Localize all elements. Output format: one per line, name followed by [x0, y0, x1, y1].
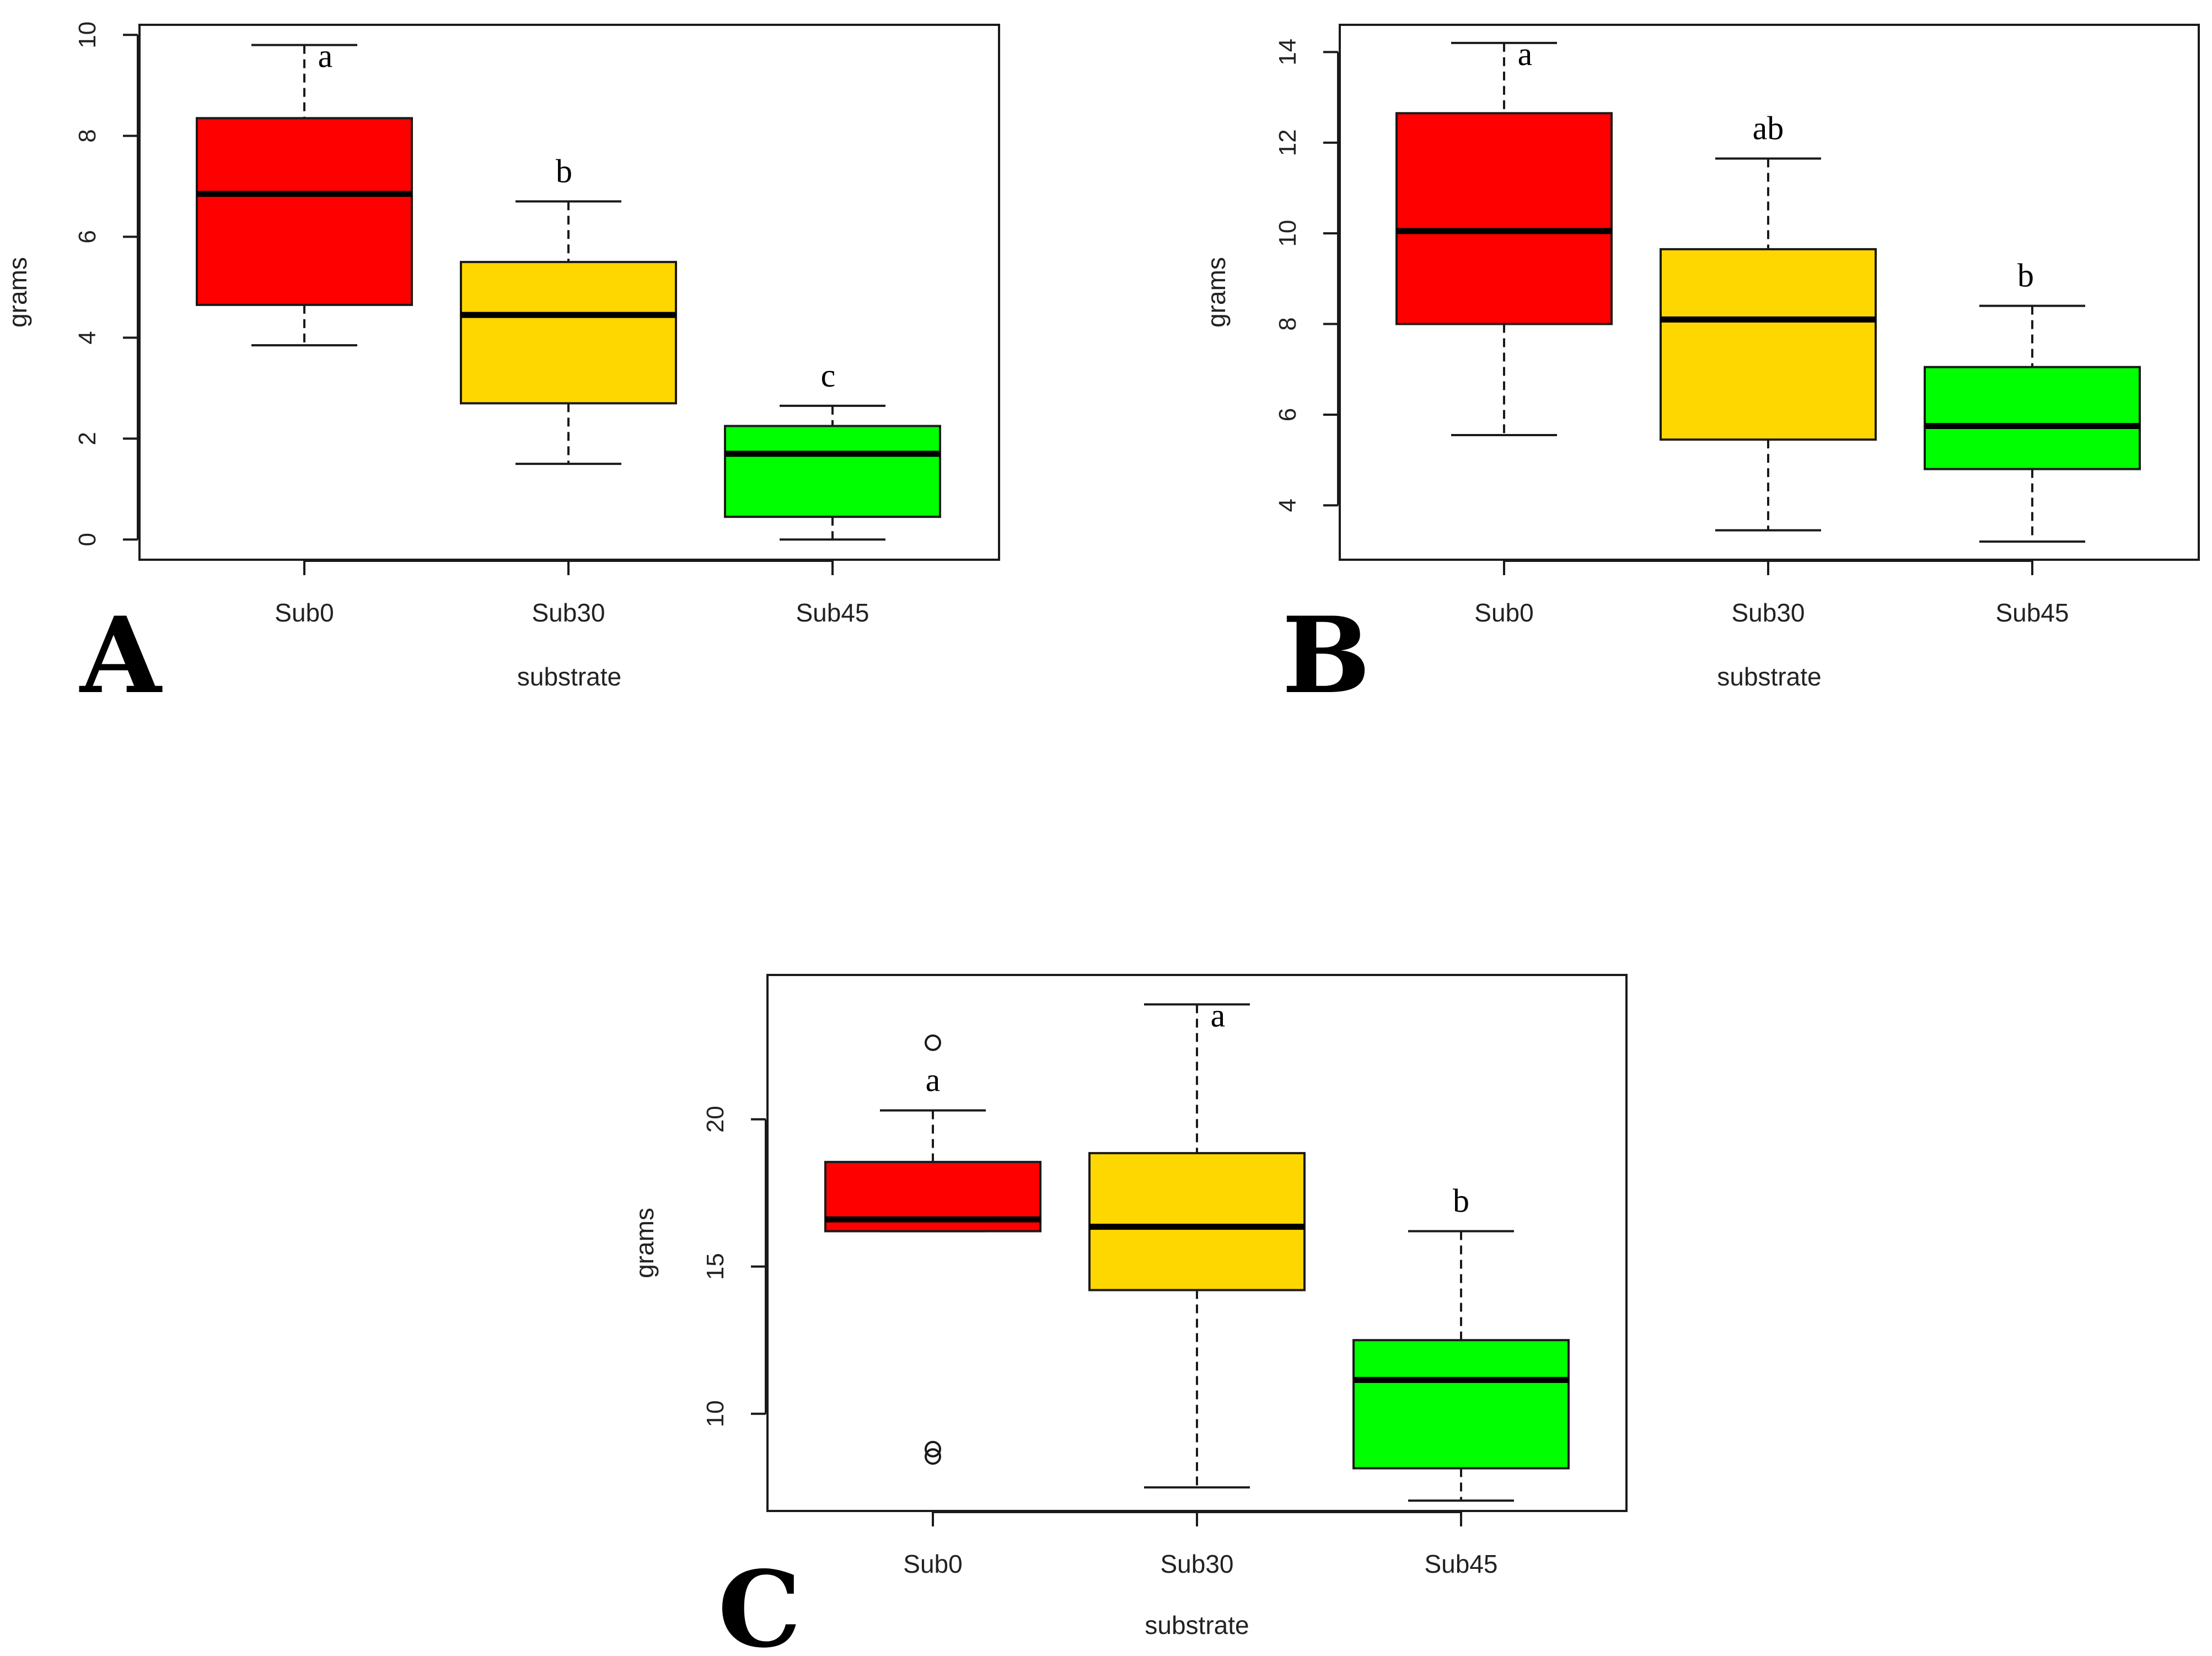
y-tick-label: 4: [1274, 499, 1301, 512]
x-tick-label: Sub45: [1424, 1550, 1497, 1578]
panel-label: B: [1282, 594, 1371, 717]
panel-a: 0 2 4 6 8 10 Sub0 Sub30 Sub45 substrate grams a b c A: [3, 22, 1000, 717]
x-tick-label: Sub45: [1995, 598, 2069, 627]
panel-b: 4 6 8 10 12 14 Sub0 Sub30 Sub45 substrate grams a ab…: [1202, 24, 2200, 717]
y-tick-label: 10: [1274, 220, 1301, 247]
outlier-point: [925, 1440, 941, 1457]
x-tick-label: Sub0: [275, 598, 334, 627]
box-sub0: [1395, 112, 1613, 325]
y-tick-label: 12: [1274, 129, 1301, 156]
significance-letter: c: [821, 357, 836, 394]
significance-letter: a: [926, 1062, 941, 1098]
significance-letter: ab: [1753, 110, 1784, 147]
y-tick-label: 20: [702, 1106, 729, 1133]
panel-label: A: [79, 594, 163, 717]
x-tick-label: Sub45: [796, 598, 869, 627]
x-tick-label: Sub30: [531, 598, 605, 627]
box-sub45: [1924, 366, 2141, 470]
panel-label: C: [718, 1548, 801, 1656]
box-sub30: [1660, 248, 1877, 441]
y-tick-label: 6: [1274, 408, 1301, 421]
x-tick-label: Sub0: [903, 1550, 962, 1578]
y-tick-label: 6: [74, 230, 101, 243]
box-sub45: [1352, 1339, 1570, 1470]
y-tick-label: 14: [1274, 39, 1301, 66]
significance-letter: a: [1211, 997, 1226, 1033]
y-tick-label: 0: [74, 533, 101, 546]
y-tick-label: 4: [74, 331, 101, 344]
x-axis-title: substrate: [1145, 1611, 1249, 1639]
y-axis-title: grams: [1202, 257, 1231, 328]
x-axis-title: substrate: [1717, 662, 1821, 691]
x-axis-title: substrate: [517, 662, 621, 691]
y-tick-label: 10: [74, 22, 101, 49]
outlier-point: [925, 1448, 941, 1465]
significance-letter: a: [1518, 36, 1533, 72]
significance-letter: b: [2017, 258, 2034, 294]
y-axis-title: grams: [630, 1208, 659, 1278]
y-axis-title: grams: [3, 257, 32, 328]
y-tick-label: 8: [74, 129, 101, 142]
box-sub45: [724, 425, 941, 518]
outlier-point: [925, 1034, 941, 1051]
panel-c: 10 15 20 Sub0 Sub30 Sub45 substrate grams a a b C: [630, 974, 1628, 1656]
box-sub30: [1088, 1152, 1306, 1291]
y-tick-label: 8: [1274, 317, 1301, 330]
x-tick-label: Sub30: [1731, 598, 1805, 627]
box-sub30: [460, 261, 677, 405]
y-tick-label: 2: [74, 432, 101, 445]
x-tick-label: Sub0: [1474, 598, 1533, 627]
significance-letter: b: [556, 153, 572, 189]
y-tick-label: 15: [702, 1253, 729, 1280]
significance-letter: a: [318, 38, 333, 74]
significance-letter: b: [1453, 1183, 1469, 1219]
y-tick-label: 10: [702, 1400, 729, 1427]
x-tick-label: Sub30: [1160, 1550, 1233, 1578]
box-sub0: [196, 117, 413, 306]
